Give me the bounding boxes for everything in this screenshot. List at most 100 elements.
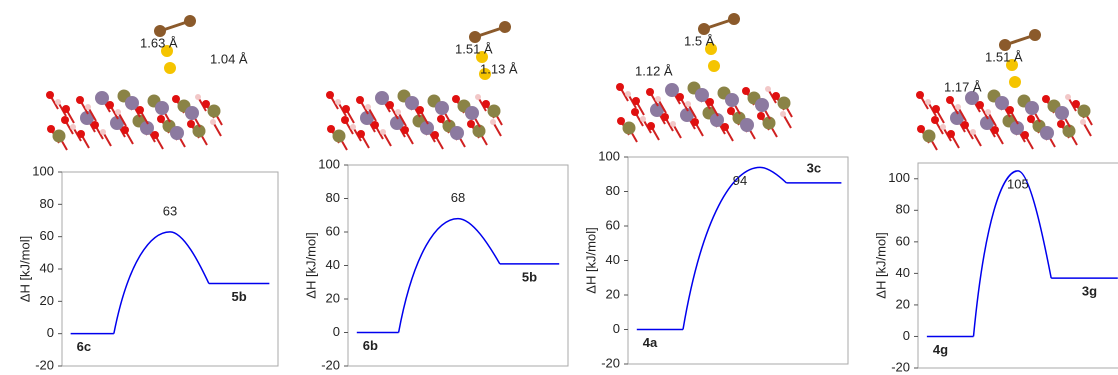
atom: [757, 112, 765, 120]
atom: [115, 109, 121, 115]
state-label: 3g: [1082, 284, 1097, 299]
y-axis-label: ΔH [kJ/mol]: [17, 236, 32, 302]
atom: [1040, 126, 1054, 140]
y-axis-label: ΔH [kJ/mol]: [873, 232, 888, 298]
structure: [326, 21, 511, 150]
y-tick-label: -20: [35, 357, 54, 372]
y-axis-label: ΔH [kJ/mol]: [583, 227, 598, 293]
atom: [932, 105, 940, 113]
atom: [401, 126, 409, 134]
atom: [53, 130, 66, 143]
atom: [991, 126, 999, 134]
atom: [670, 121, 676, 127]
y-tick-label: 20: [896, 296, 910, 311]
atom: [106, 101, 114, 109]
structure: [916, 29, 1092, 150]
atom: [46, 91, 54, 99]
atom: [435, 101, 449, 115]
y-tick-label: 60: [606, 217, 620, 232]
atom: [155, 101, 169, 115]
atom: [947, 130, 955, 138]
y-tick-label: 20: [326, 290, 340, 305]
y-tick-label: 80: [606, 183, 620, 198]
atom: [917, 125, 925, 133]
plot-frame: [918, 163, 1118, 368]
atom: [475, 94, 481, 100]
barrier-curve: [974, 171, 1052, 337]
atom: [326, 91, 334, 99]
atom: [1057, 120, 1065, 128]
atom: [755, 98, 769, 112]
atom: [172, 95, 180, 103]
atom: [164, 62, 176, 74]
atom: [85, 104, 91, 110]
y-tick-label: 40: [606, 252, 620, 267]
atom: [55, 99, 61, 105]
y-tick-label: 100: [598, 148, 620, 163]
atom: [1025, 101, 1039, 115]
atom: [931, 116, 939, 124]
atom: [416, 106, 424, 114]
atom: [685, 101, 691, 107]
atom: [356, 96, 364, 104]
y-tick-label: 60: [896, 233, 910, 248]
atom: [923, 130, 936, 143]
structure: [46, 15, 222, 150]
atom: [916, 91, 924, 99]
peak-value-label: 105: [1007, 176, 1029, 191]
atom: [499, 21, 511, 33]
state-label: 3c: [807, 160, 821, 175]
state-label: 5b: [522, 269, 537, 284]
atom: [482, 100, 490, 108]
state-label: 4a: [643, 335, 658, 350]
atom: [76, 96, 84, 104]
distance-label: 1.13 Å: [480, 61, 518, 76]
y-tick-label: 0: [613, 321, 620, 336]
atom: [676, 93, 684, 101]
atom: [778, 97, 791, 110]
atom: [640, 116, 646, 122]
atom: [465, 106, 479, 120]
distance-label: 1.17 Å: [944, 79, 982, 94]
y-tick-label: 60: [40, 228, 54, 243]
y-tick-label: 0: [903, 328, 910, 343]
atom: [976, 101, 984, 109]
peak-value-label: 68: [451, 190, 465, 205]
atom: [170, 126, 184, 140]
atom: [940, 124, 946, 130]
atom: [1027, 115, 1035, 123]
atom: [1006, 106, 1014, 114]
atom: [721, 123, 729, 131]
atom: [616, 83, 624, 91]
atom: [342, 105, 350, 113]
y-tick-label: 40: [326, 257, 340, 272]
atom: [1029, 29, 1041, 41]
atom: [765, 86, 771, 92]
atom: [647, 122, 655, 130]
y-tick-label: -20: [601, 355, 620, 370]
y-tick-label: -20: [891, 359, 910, 374]
atom: [335, 99, 341, 105]
y-tick-label: 80: [326, 190, 340, 205]
atom: [617, 117, 625, 125]
atom: [157, 115, 165, 123]
atom: [195, 94, 201, 100]
atom: [488, 105, 501, 118]
atom: [1078, 105, 1091, 118]
y-tick-label: 20: [606, 286, 620, 301]
atom: [691, 118, 699, 126]
atom: [350, 124, 356, 130]
atom: [706, 98, 714, 106]
atom: [202, 100, 210, 108]
atom: [184, 15, 196, 27]
state-label: 6c: [77, 339, 91, 354]
atom: [728, 13, 740, 25]
atom: [467, 120, 475, 128]
atom: [1055, 106, 1069, 120]
atom: [708, 60, 720, 72]
state-label: 6b: [363, 338, 378, 353]
atom: [151, 131, 159, 139]
atom: [632, 97, 640, 105]
atom: [780, 111, 786, 117]
atom: [1072, 100, 1080, 108]
